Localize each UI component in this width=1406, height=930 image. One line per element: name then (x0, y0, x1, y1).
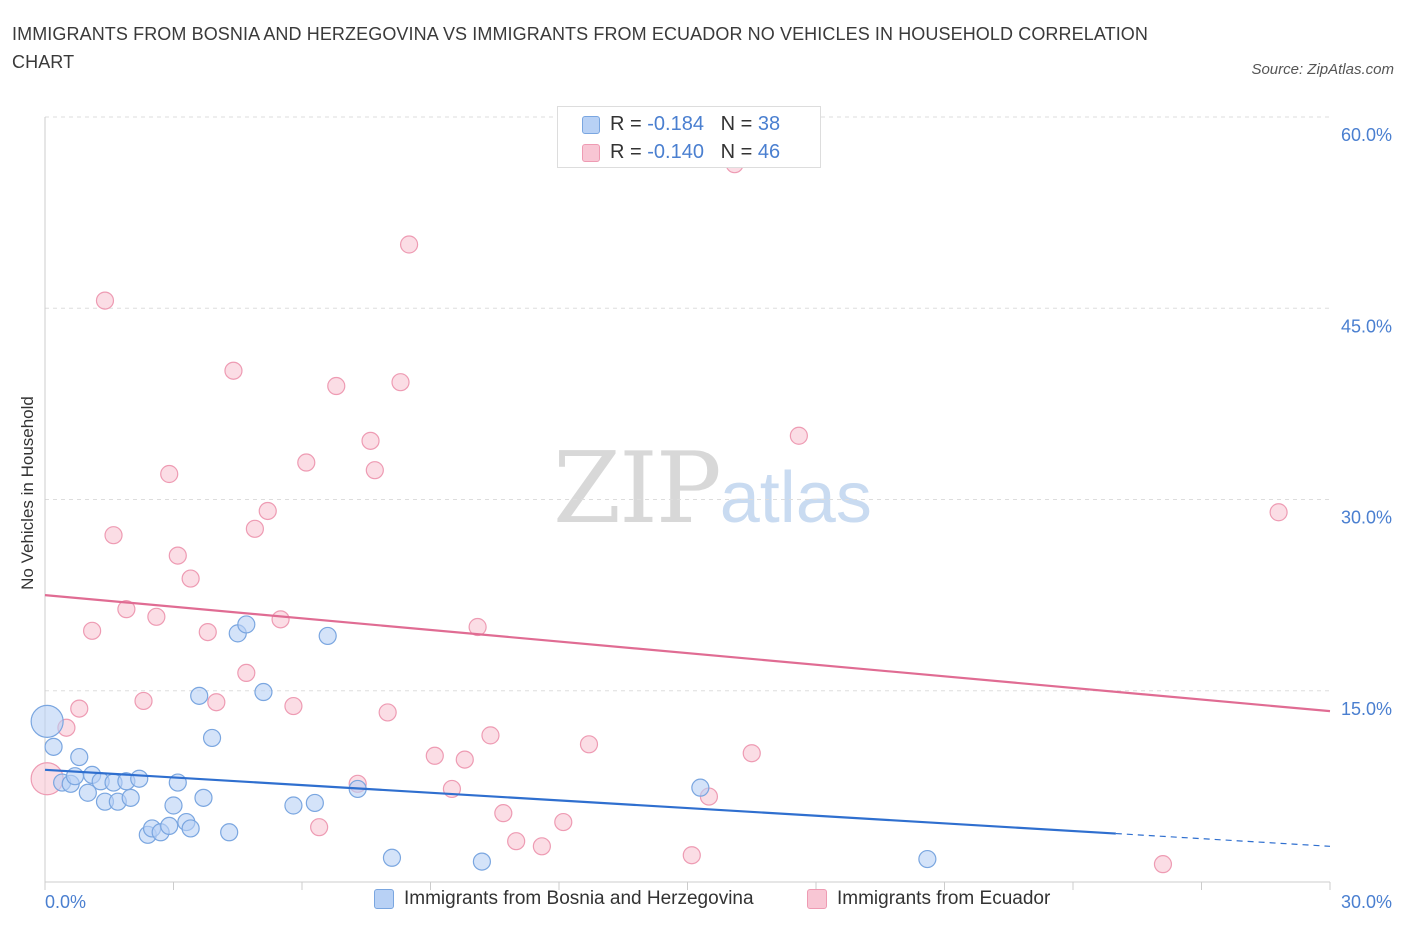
data-point-ecuador (168, 546, 187, 565)
data-point-ecuador (361, 431, 380, 450)
bottom-legend-bosnia: Immigrants from Bosnia and Herzegovina (374, 888, 754, 910)
data-point-ecuador (83, 621, 102, 640)
zipatlas-watermark: ZIPatlas (553, 432, 872, 546)
legend-r-value: -0.184 (647, 113, 704, 135)
bottom-legend-ecuador: Immigrants from Ecuador (807, 888, 1050, 910)
data-point-ecuador (1153, 855, 1173, 874)
chart-title: IMMIGRANTS FROM BOSNIA AND HERZEGOVINA V… (12, 24, 1148, 72)
data-point-ecuador (378, 703, 397, 722)
data-point-ecuador (284, 696, 303, 716)
data-point-bosnia (691, 778, 710, 797)
bottom-legend-swatch-bosnia (374, 888, 394, 909)
x-tick-label: 30.0% (1341, 892, 1392, 912)
data-point-bosnia (164, 796, 183, 815)
trend-line-ecuador (44, 594, 1331, 713)
bottom-legend-swatch-ecuador (807, 888, 827, 909)
y-tick-label: 15.0% (1341, 699, 1392, 719)
data-point-bosnia (284, 796, 303, 815)
data-point-bosnia (194, 788, 213, 807)
data-point-ecuador (198, 622, 217, 642)
legend-n-label: N = (720, 113, 753, 135)
data-point-bosnia (472, 852, 491, 871)
data-point-ecuador (468, 617, 487, 637)
legend-swatch-ecuador (582, 143, 600, 162)
data-point-ecuador (507, 832, 526, 851)
data-point-bosnia (78, 783, 97, 802)
legend-n-value: 46 (757, 141, 781, 163)
y-tick-label: 60.0% (1341, 125, 1392, 145)
data-point-ecuador (365, 461, 384, 480)
data-point-ecuador (134, 691, 153, 711)
data-point-ecuador (425, 746, 444, 765)
data-point-bosnia (202, 728, 222, 748)
data-point-ecuador (237, 663, 256, 683)
legend-r-value: -0.140 (647, 141, 704, 163)
data-point-ecuador (682, 846, 701, 865)
data-point-bosnia (318, 626, 337, 646)
data-point-ecuador (391, 373, 410, 392)
data-point-ecuador (742, 744, 761, 763)
data-point-bosnia (918, 849, 937, 869)
data-point-ecuador (245, 519, 264, 538)
data-point-ecuador (532, 837, 551, 856)
legend-r-label: R = (610, 113, 642, 135)
data-point-ecuador (327, 376, 346, 396)
data-point-bosnia (181, 819, 200, 838)
bottom-legend-label-ecuador: Immigrants from Ecuador (837, 888, 1051, 909)
data-point-bosnia (160, 816, 179, 836)
data-point-ecuador (494, 804, 513, 823)
data-point-bosnia (254, 682, 273, 702)
data-point-ecuador (297, 453, 316, 472)
data-point-ecuador (207, 693, 226, 712)
data-point-bosnia (305, 793, 324, 813)
data-point-ecuador (117, 600, 136, 619)
data-point-ecuador (1269, 503, 1288, 522)
source-label: Source: ZipAtlas.com (1251, 61, 1394, 78)
data-point-ecuador (455, 750, 474, 769)
data-point-bosnia (220, 823, 239, 842)
data-point-ecuador (481, 726, 500, 745)
legend-row-bosnia: R = -0.184 N = 38 (582, 111, 780, 137)
data-point-ecuador (95, 291, 115, 310)
data-point-bosnia (30, 704, 64, 738)
data-point-bosnia (190, 686, 209, 705)
data-point-ecuador (147, 607, 166, 626)
watermark-atlas: atlas (719, 458, 872, 538)
legend-n-value: 38 (757, 113, 781, 135)
data-point-bosnia (121, 788, 140, 807)
y-tick-label: 45.0% (1341, 316, 1392, 336)
legend-swatch-bosnia (582, 115, 600, 134)
x-tick-label: 0.0% (45, 892, 86, 912)
data-point-ecuador (554, 812, 573, 832)
data-point-ecuador (70, 699, 89, 718)
data-point-ecuador (160, 464, 179, 484)
data-point-bosnia (130, 769, 149, 788)
data-point-ecuador (104, 526, 123, 545)
data-point-bosnia (70, 747, 89, 767)
data-point-ecuador (258, 501, 277, 521)
correlation-legend: R = -0.184 N = 38 R = -0.140 N = 46 (557, 106, 821, 168)
legend-r-label: R = (610, 141, 642, 163)
data-point-ecuador (181, 569, 200, 588)
data-point-bosnia (237, 615, 256, 634)
trend-line-extension-bosnia (1115, 832, 1331, 847)
data-point-bosnia (44, 737, 63, 756)
legend-n-label: N = (720, 141, 753, 163)
y-tick-label: 30.0% (1341, 508, 1392, 528)
watermark-zip: ZIP (553, 432, 722, 546)
legend-row-ecuador: R = -0.140 N = 46 (582, 139, 780, 165)
trend-line-bosnia (44, 768, 1116, 835)
data-point-ecuador (224, 361, 243, 380)
data-point-ecuador (310, 818, 329, 837)
bottom-legend-label-bosnia: Immigrants from Bosnia and Herzegovina (404, 888, 754, 909)
data-point-ecuador (789, 426, 808, 445)
data-point-ecuador (399, 235, 419, 254)
data-point-ecuador (579, 735, 599, 754)
data-point-bosnia (382, 848, 402, 867)
data-point-ecuador (271, 610, 290, 629)
